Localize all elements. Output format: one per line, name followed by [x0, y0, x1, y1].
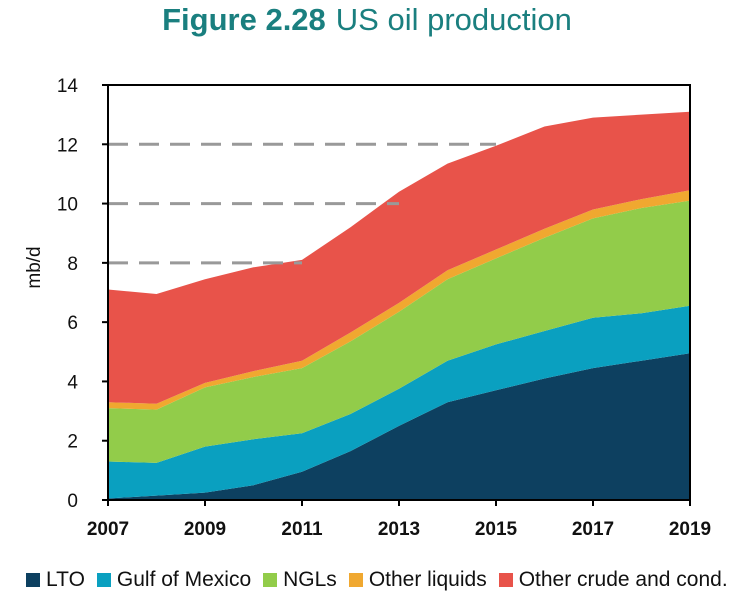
legend-item-other-liquids: Other liquids — [348, 568, 487, 592]
legend-swatch — [26, 573, 40, 587]
y-tick-label: 14 — [57, 76, 79, 97]
y-tick-label: 12 — [57, 135, 78, 156]
area-gulf-of-mexico — [108, 305, 690, 499]
x-tick-label: 2017 — [572, 519, 614, 540]
legend-label: NGLs — [283, 568, 337, 591]
legend-swatch — [96, 573, 111, 587]
legend-item-ngls: NGLs — [263, 568, 337, 592]
legend-label: Other crude and cond. — [518, 568, 728, 591]
x-tick-label: 2011 — [281, 519, 323, 540]
legend-label: Gulf of Mexico — [116, 568, 252, 591]
legend-swatch — [348, 573, 363, 587]
x-tick-label: 2009 — [184, 519, 226, 540]
x-tick-label: 2013 — [378, 519, 420, 540]
legend-label: LTO — [46, 568, 85, 591]
area-lto — [108, 353, 690, 500]
legend-item-lto: LTO — [26, 568, 85, 592]
legend: LTO Gulf of Mexico NGLs Other liquids Other … — [26, 568, 734, 592]
legend-label: Other liquids — [368, 568, 487, 591]
legend-swatch — [498, 573, 513, 587]
x-tick-label: 2015 — [475, 519, 518, 540]
y-tick-label: 8 — [67, 254, 78, 275]
y-tick-label: 0 — [67, 491, 78, 512]
figure-title: Figure 2.28 US oil production — [0, 2, 734, 38]
figure-number: Figure 2.28 — [162, 2, 326, 37]
y-axis-label: mb/d — [24, 246, 45, 288]
legend-swatch — [263, 573, 278, 587]
area-ngls — [108, 200, 690, 463]
area-other-crude-and-cond — [108, 111, 690, 404]
figure-title-text: US oil production — [335, 2, 572, 37]
y-tick-label: 6 — [67, 313, 78, 334]
x-tick-label: 2019 — [669, 519, 711, 540]
legend-item-gulf-of-mexico: Gulf of Mexico — [96, 568, 252, 592]
y-tick-label: 10 — [57, 195, 78, 216]
legend-item-other-crude-and-cond: Other crude and cond. — [498, 568, 728, 592]
y-tick-label: 4 — [67, 372, 78, 393]
y-tick-label: 2 — [67, 432, 78, 453]
x-tick-label: 2007 — [87, 519, 129, 540]
